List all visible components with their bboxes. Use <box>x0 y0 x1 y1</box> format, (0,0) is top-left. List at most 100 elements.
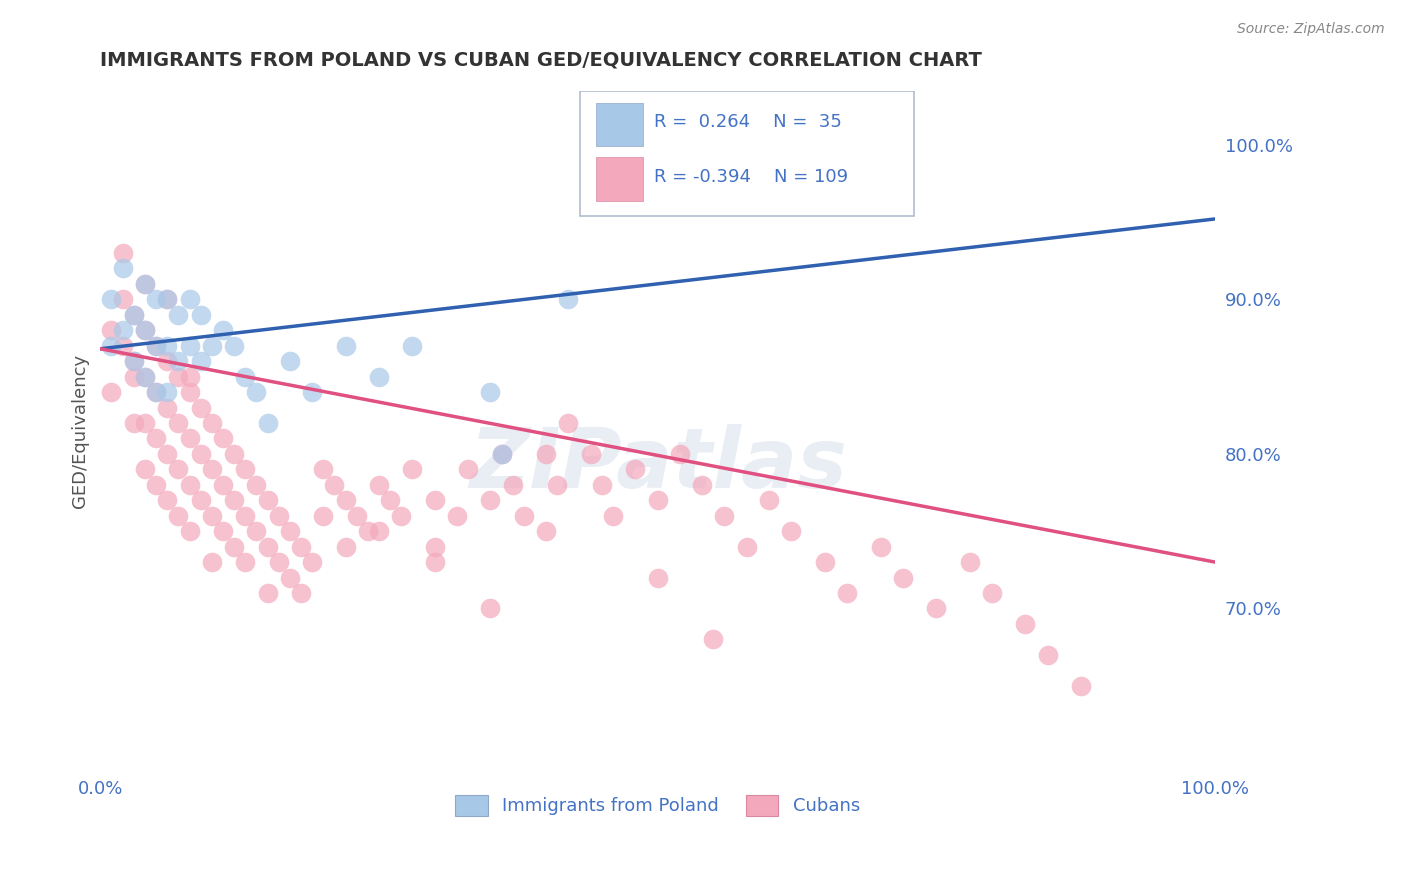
Point <box>690 477 713 491</box>
Point <box>423 540 446 554</box>
Point <box>111 339 134 353</box>
Point <box>190 308 212 322</box>
Point <box>201 508 224 523</box>
Point <box>335 493 357 508</box>
Point <box>446 508 468 523</box>
Point <box>179 369 201 384</box>
Point <box>335 540 357 554</box>
FancyBboxPatch shape <box>596 157 643 201</box>
Point <box>401 339 423 353</box>
Point <box>179 339 201 353</box>
Point <box>100 293 122 307</box>
Point <box>479 385 502 400</box>
Point <box>602 508 624 523</box>
Point <box>122 369 145 384</box>
Point <box>134 369 156 384</box>
Point <box>713 508 735 523</box>
Point <box>179 477 201 491</box>
Point <box>256 493 278 508</box>
Point <box>891 570 914 584</box>
Point <box>357 524 380 538</box>
Point <box>190 493 212 508</box>
Point <box>190 354 212 368</box>
Point <box>735 540 758 554</box>
Point <box>290 586 312 600</box>
Point <box>758 493 780 508</box>
Point <box>222 493 245 508</box>
Point <box>167 354 190 368</box>
FancyBboxPatch shape <box>579 91 914 217</box>
Text: R = -0.394    N = 109: R = -0.394 N = 109 <box>654 168 848 186</box>
Point <box>222 447 245 461</box>
Point <box>256 416 278 430</box>
Point <box>190 447 212 461</box>
Text: R =  0.264    N =  35: R = 0.264 N = 35 <box>654 113 842 131</box>
Point <box>156 354 179 368</box>
Point <box>145 339 167 353</box>
Point <box>122 416 145 430</box>
Point <box>134 369 156 384</box>
Point <box>201 462 224 476</box>
Point <box>145 477 167 491</box>
Point <box>111 323 134 337</box>
Point <box>201 555 224 569</box>
Point <box>491 447 513 461</box>
Point <box>222 339 245 353</box>
Point <box>647 493 669 508</box>
Point <box>534 524 557 538</box>
Point <box>167 462 190 476</box>
Point <box>167 369 190 384</box>
Point <box>267 555 290 569</box>
Point <box>502 477 524 491</box>
Point <box>233 508 256 523</box>
Point <box>256 586 278 600</box>
Point <box>201 339 224 353</box>
Point <box>368 524 391 538</box>
Text: IMMIGRANTS FROM POLAND VS CUBAN GED/EQUIVALENCY CORRELATION CHART: IMMIGRANTS FROM POLAND VS CUBAN GED/EQUI… <box>100 51 983 70</box>
Point <box>156 401 179 415</box>
Point <box>212 431 235 445</box>
Point <box>156 493 179 508</box>
Point <box>122 354 145 368</box>
Point <box>122 354 145 368</box>
Point <box>278 524 301 538</box>
Point <box>702 632 724 647</box>
Point <box>491 447 513 461</box>
Point <box>869 540 891 554</box>
Point <box>534 447 557 461</box>
Point <box>479 601 502 615</box>
Point <box>179 524 201 538</box>
Point <box>346 508 368 523</box>
Point <box>389 508 412 523</box>
Point <box>423 493 446 508</box>
Point <box>156 293 179 307</box>
Point <box>145 431 167 445</box>
Y-axis label: GED/Equivalency: GED/Equivalency <box>72 353 89 508</box>
Point <box>111 246 134 260</box>
Point <box>669 447 692 461</box>
Point <box>591 477 613 491</box>
Point <box>233 555 256 569</box>
Point <box>959 555 981 569</box>
Point <box>814 555 837 569</box>
Point <box>256 540 278 554</box>
Point <box>201 416 224 430</box>
Point <box>981 586 1004 600</box>
Point <box>134 323 156 337</box>
Point <box>156 293 179 307</box>
Text: Source: ZipAtlas.com: Source: ZipAtlas.com <box>1237 22 1385 37</box>
Point <box>245 477 267 491</box>
Point <box>1014 616 1036 631</box>
Point <box>423 555 446 569</box>
Point <box>267 508 290 523</box>
Point <box>557 416 579 430</box>
Point <box>290 540 312 554</box>
Point <box>212 477 235 491</box>
Point <box>513 508 536 523</box>
Point <box>134 277 156 291</box>
Point <box>647 570 669 584</box>
Point <box>156 385 179 400</box>
Point <box>557 293 579 307</box>
Point <box>624 462 647 476</box>
Point <box>167 508 190 523</box>
